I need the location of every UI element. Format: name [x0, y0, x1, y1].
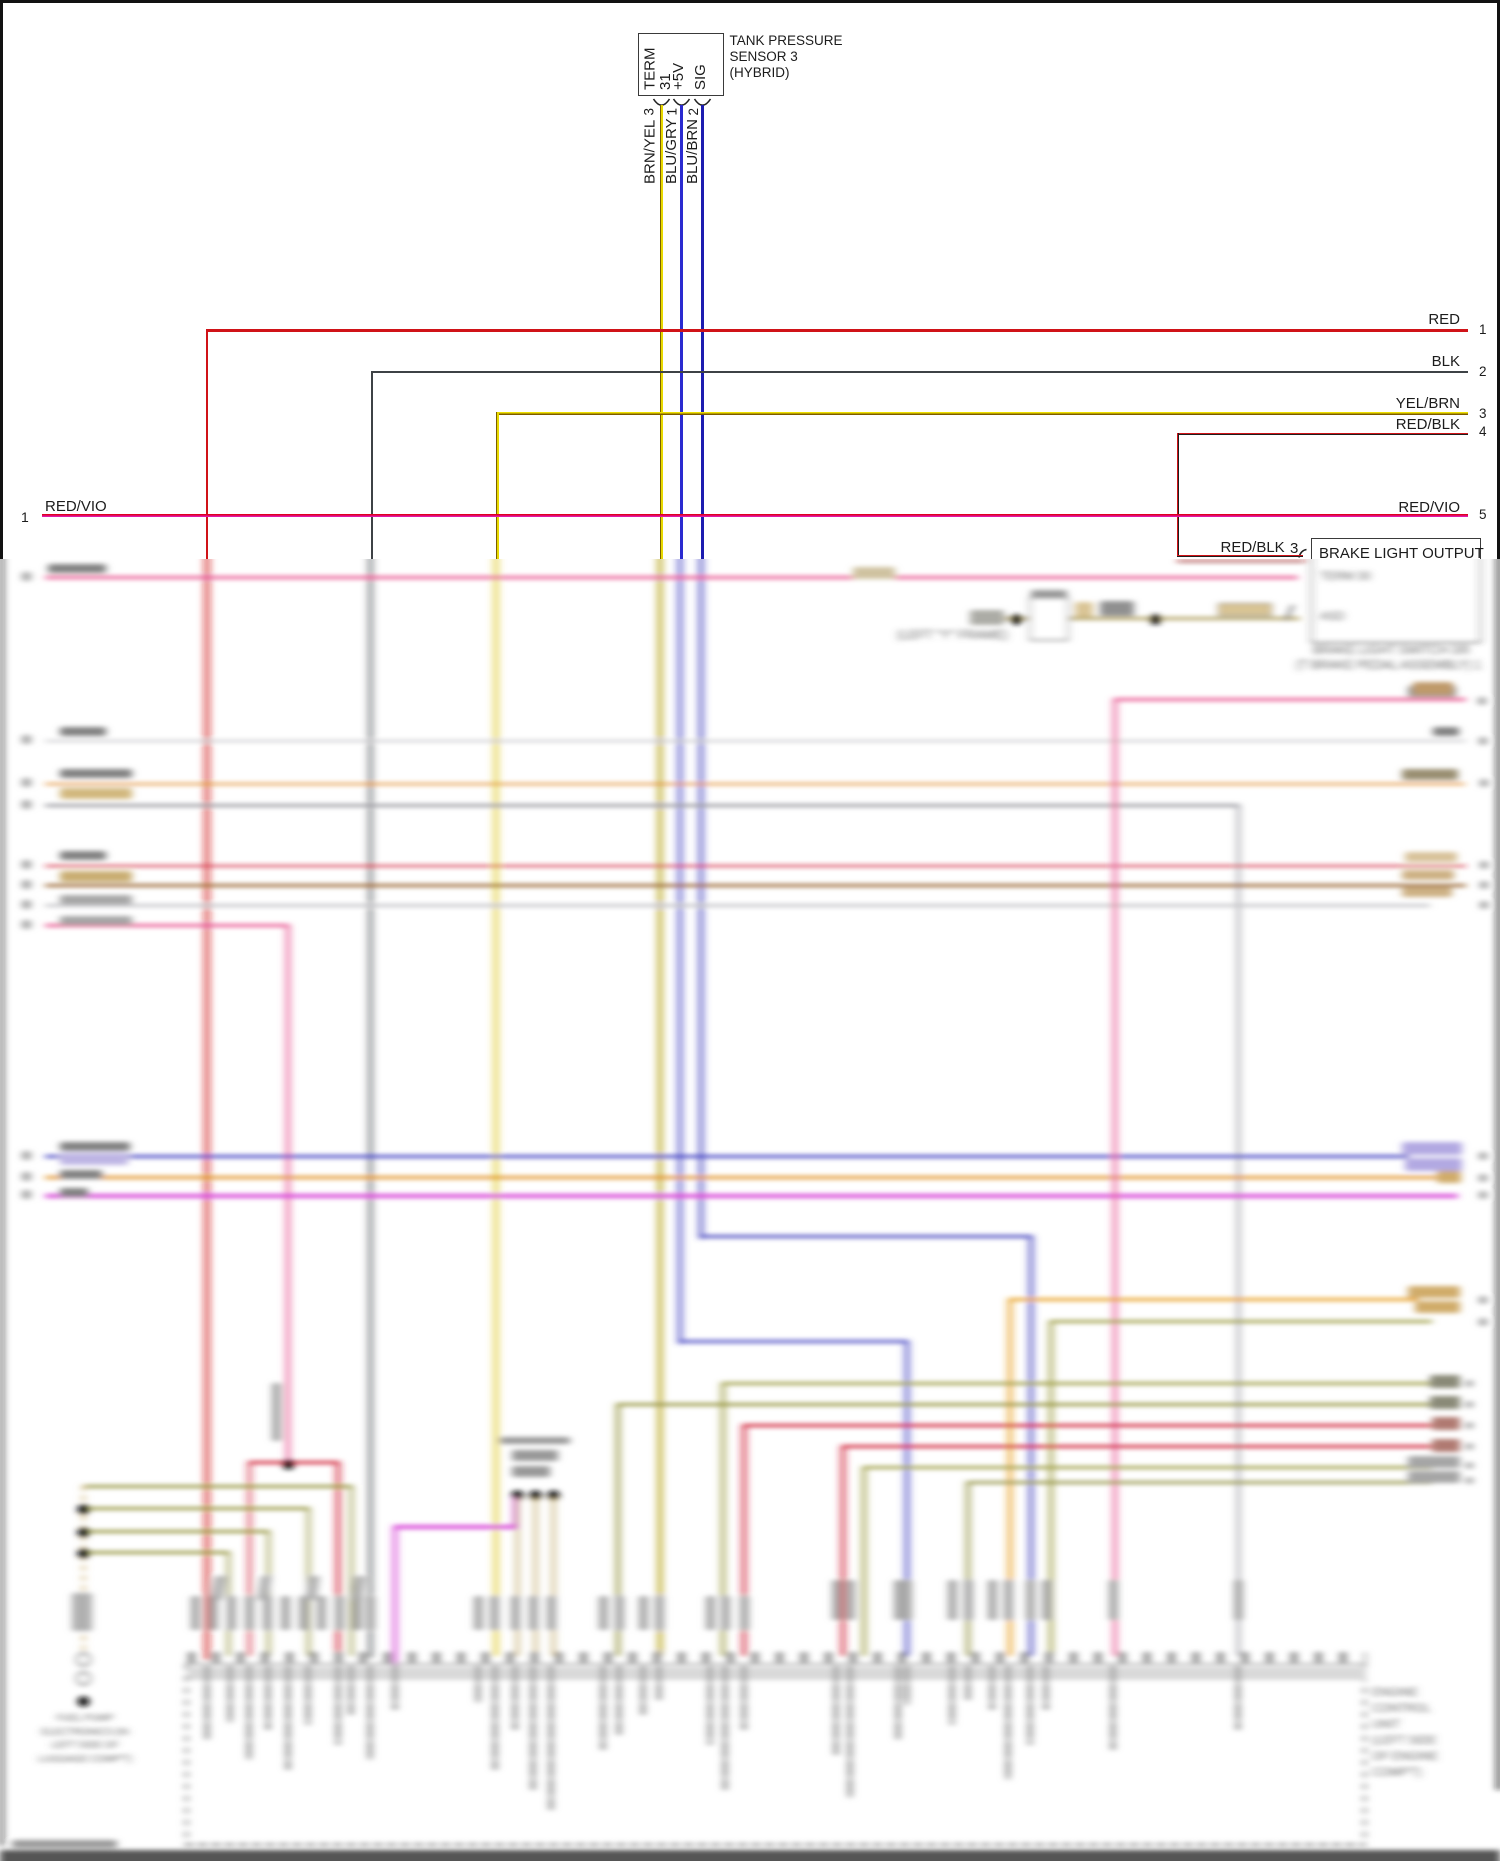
svg-text:SIG: SIG: [692, 64, 709, 90]
svg-text:TERM: TERM: [642, 48, 659, 91]
svg-text:2: 2: [686, 108, 701, 116]
svg-text:3: 3: [642, 108, 657, 116]
svg-text:BRN/YEL: BRN/YEL: [642, 120, 659, 184]
svg-text:BLU/GRY: BLU/GRY: [663, 118, 680, 184]
svg-text:31: 31: [657, 73, 674, 90]
svg-text:+5V: +5V: [670, 63, 687, 90]
svg-text:1: 1: [665, 108, 680, 116]
svg-text:BLU/BRN: BLU/BRN: [684, 119, 701, 184]
